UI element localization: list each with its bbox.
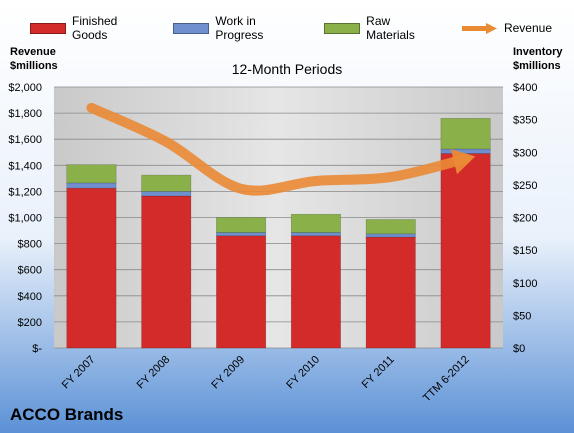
bar-raw-materials xyxy=(216,217,267,233)
bar-work-in-progress xyxy=(290,232,341,237)
bar-raw-materials xyxy=(290,213,341,233)
company-name: ACCO Brands xyxy=(10,405,124,424)
left-tick-label: $600 xyxy=(18,265,42,277)
right-axis-title-line-1: Inventory xyxy=(513,46,563,58)
legend-swatch-finished-goods xyxy=(30,22,66,34)
legend-swatch-work-in-progress xyxy=(173,22,210,34)
left-tick-label: $800 xyxy=(18,239,42,251)
left-axis-ticks: $- $200 $400 $600 $800 $1,000 $1,200 $1,400 $1,6… xyxy=(8,82,42,355)
bar-finished-goods xyxy=(141,195,192,349)
revenue-arrowhead xyxy=(450,148,476,175)
legend-label-finished-goods: Finished Goods xyxy=(72,14,118,42)
right-tick-label: $300 xyxy=(513,147,537,159)
legend-label-revenue: Revenue xyxy=(503,21,552,35)
bar-finished-goods xyxy=(365,236,416,349)
left-axis-title-line-2: $millions xyxy=(10,60,58,72)
left-tick-label: $- xyxy=(32,343,42,355)
left-tick-label: $1,400 xyxy=(8,160,42,172)
right-tick-label: $400 xyxy=(513,82,537,94)
legend-item-revenue: Revenue xyxy=(460,14,552,42)
legend-label-work-in-progress: Work in Progress xyxy=(215,14,264,42)
revenue-line xyxy=(86,102,471,196)
legend-item-raw-materials: Raw Materials xyxy=(324,14,438,42)
left-tick-label: $1,600 xyxy=(8,134,42,146)
bar-work-in-progress xyxy=(216,232,267,237)
bar-work-in-progress xyxy=(141,191,192,197)
left-tick-label: $2,000 xyxy=(8,82,42,94)
chart-title: 12-Month Periods xyxy=(231,61,343,77)
right-axis-title-line-2: $millions xyxy=(513,60,561,72)
right-tick-label: $250 xyxy=(513,180,537,192)
bar-stack-group xyxy=(66,118,491,349)
legend-item-work-in-progress: Work in Progress xyxy=(173,14,302,42)
legend: Finished Goods Work in Progress Raw Mate… xyxy=(30,14,574,42)
legend-swatch-revenue xyxy=(460,22,498,34)
left-tick-label: $200 xyxy=(18,317,42,329)
bar-work-in-progress xyxy=(440,148,491,154)
revenue-line-group xyxy=(86,102,476,196)
left-axis-title-line-1: Revenue xyxy=(10,46,56,58)
bar-raw-materials xyxy=(440,118,491,150)
left-tick-label: $1,000 xyxy=(8,213,42,225)
bar-work-in-progress xyxy=(66,182,117,189)
legend-item-finished-goods: Finished Goods xyxy=(30,14,151,42)
right-tick-label: $150 xyxy=(513,245,537,257)
right-tick-label: $50 xyxy=(513,310,531,322)
legend-swatch-raw-materials xyxy=(324,22,361,34)
right-tick-label: $350 xyxy=(513,115,537,127)
left-tick-label: $400 xyxy=(18,291,42,303)
right-tick-label: $0 xyxy=(513,343,525,355)
right-tick-label: $100 xyxy=(513,278,537,290)
legend-label-raw-materials: Raw Materials xyxy=(366,14,415,42)
bar-raw-materials xyxy=(365,219,416,235)
bar-raw-materials xyxy=(141,174,192,192)
right-axis-title: Inventory $millions xyxy=(513,45,563,73)
bar-finished-goods xyxy=(216,235,267,349)
bar-work-in-progress xyxy=(365,233,416,238)
left-axis-title: Revenue $millions xyxy=(10,45,58,73)
right-axis-ticks: $0 $50 $100 $150 $200 $250 $300 $350 $400 xyxy=(513,82,537,355)
bar-finished-goods xyxy=(290,235,341,349)
bar-finished-goods xyxy=(440,153,491,349)
bar-raw-materials xyxy=(66,164,117,184)
left-tick-label: $1,800 xyxy=(8,108,42,120)
legend-arrow-icon xyxy=(461,22,497,34)
left-tick-label: $1,200 xyxy=(8,186,42,198)
bar-finished-goods xyxy=(66,187,117,349)
right-tick-label: $200 xyxy=(513,213,537,225)
